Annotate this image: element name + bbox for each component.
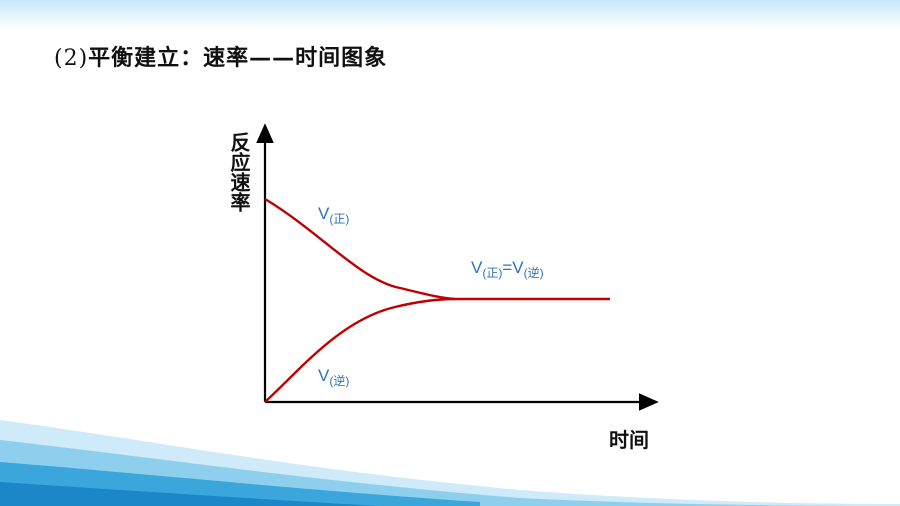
title-text: 平衡建立：速率——时间图象 [88,46,388,71]
reverse-rate-curve [264,297,456,403]
eq-right-main: V [512,258,524,277]
reverse-label-main: V [318,366,330,385]
title-number: (2) [54,46,89,71]
eq-sign: = [502,258,513,277]
eq-left-sub: (正) [482,266,503,280]
reverse-rate-label: V(逆) [318,366,349,389]
slide-title: (2)平衡建立：速率——时间图象 [54,40,387,72]
forward-rate-curve [264,197,456,301]
y-axis-label: 反应速率 [227,132,251,212]
forward-label-sub: (正) [329,212,350,226]
forward-label-main: V [318,204,330,223]
bottom-wave-decoration [0,420,900,506]
equilibrium-label: V(正)=V(逆) [471,258,544,281]
eq-left-main: V [471,258,483,277]
forward-rate-label: V(正) [318,204,349,227]
eq-right-sub: (逆) [523,266,544,280]
reverse-label-sub: (逆) [329,374,350,388]
top-decor-band [0,0,900,30]
x-axis-label: 时间 [609,428,649,452]
